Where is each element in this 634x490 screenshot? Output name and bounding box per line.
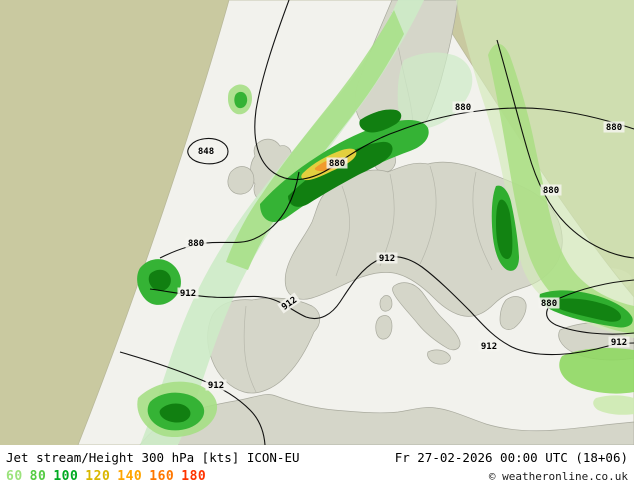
contour-label: 880 — [188, 239, 204, 249]
contour-label-halo — [326, 157, 348, 169]
contour-label-halo — [177, 287, 199, 299]
contour-label: 912 — [481, 342, 497, 352]
map-footer: Jet stream/Height 300 hPa [kts] ICON-EU … — [0, 445, 634, 490]
scale-value-180: 180 — [181, 469, 207, 484]
contour-label-halo — [376, 252, 398, 264]
scale-value-60: 60 — [6, 469, 23, 484]
iberia — [207, 297, 321, 394]
contour-label: 912 — [208, 381, 224, 391]
contour-label: 880 — [329, 159, 345, 169]
contour-label-halo — [452, 101, 474, 113]
wind-speed-scale: 60 80 100 120 140 160 180 — [6, 467, 213, 486]
contour-label: 912 — [611, 338, 627, 348]
map-datetime: Fr 27-02-2026 00:00 UTC (18+06) — [394, 450, 628, 465]
scale-value-120: 120 — [85, 469, 111, 484]
sicily — [427, 349, 451, 365]
scale-value-160: 160 — [149, 469, 175, 484]
contour-label-halo — [195, 145, 217, 157]
jet-stream-shading — [137, 0, 634, 445]
contour-label: 848 — [198, 147, 214, 157]
contour-label-halo — [603, 121, 625, 133]
sardinia — [375, 315, 393, 340]
contour-label: 912 — [180, 289, 196, 299]
contour-label-halo — [478, 340, 500, 352]
corsica — [379, 295, 393, 312]
contour-label-halo — [540, 184, 562, 196]
copyright-notice: © weatheronline.co.uk — [488, 470, 628, 483]
ireland — [227, 166, 255, 195]
contour-label-halo — [205, 379, 227, 391]
map-title: Jet stream/Height 300 hPa [kts] ICON-EU — [6, 450, 300, 465]
italy — [392, 282, 461, 351]
greece — [499, 296, 527, 330]
contour-label: 880 — [455, 103, 471, 113]
contour-label-halo — [608, 336, 630, 348]
scale-value-140: 140 — [117, 469, 143, 484]
contour-label-halo — [277, 292, 301, 314]
contour-label: 880 — [543, 186, 559, 196]
contour-label: 880 — [606, 123, 622, 133]
contour-label-halo — [538, 297, 560, 309]
scale-value-100: 100 — [53, 469, 79, 484]
contour-label: 880 — [541, 299, 557, 309]
scale-value-80: 80 — [29, 469, 47, 484]
contour-label-halo — [185, 237, 207, 249]
contour-label: 912 — [379, 254, 395, 264]
